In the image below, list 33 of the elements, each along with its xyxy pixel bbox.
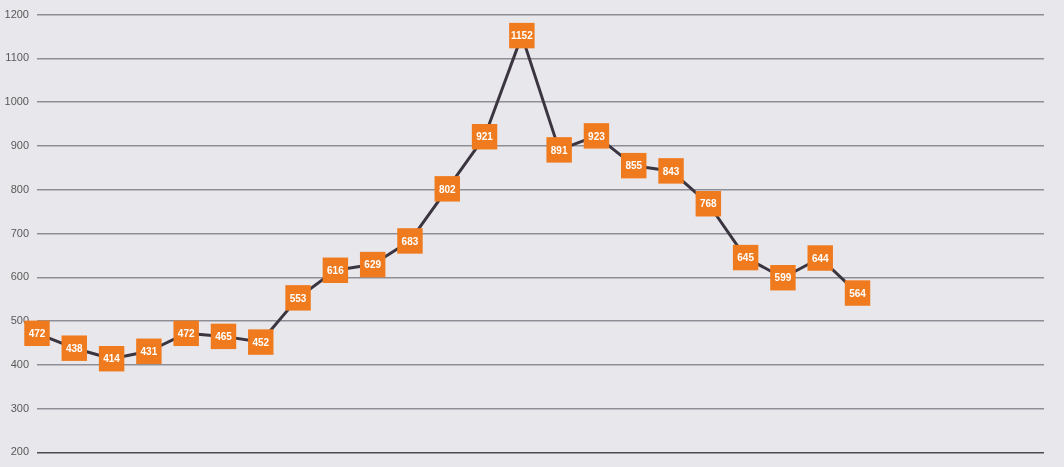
data-label: 802 — [438, 183, 457, 195]
data-label: 645 — [737, 252, 755, 264]
y-tick-label: 400 — [10, 357, 29, 370]
y-tick-label: 900 — [10, 138, 29, 151]
data-label: 683 — [401, 235, 419, 247]
data-label: 472 — [177, 328, 195, 340]
data-label: 472 — [28, 328, 46, 340]
data-label: 452 — [252, 336, 270, 348]
data-label: 465 — [215, 331, 233, 343]
y-tick-label: 700 — [10, 226, 29, 239]
data-label: 923 — [588, 130, 606, 142]
data-label: 644 — [811, 252, 829, 264]
data-label: 553 — [289, 292, 307, 304]
data-label: 891 — [550, 144, 568, 156]
data-label: 431 — [140, 346, 158, 358]
y-tick-label: 1100 — [5, 51, 29, 64]
data-label: 1152 — [511, 30, 534, 42]
y-tick-label: 600 — [10, 270, 29, 283]
data-label: 921 — [476, 131, 494, 143]
data-label: 616 — [327, 265, 345, 277]
data-label: 564 — [849, 287, 867, 299]
data-label: 855 — [625, 160, 643, 172]
data-label: 438 — [65, 342, 84, 354]
y-tick-label: 300 — [10, 401, 29, 414]
y-tick-label: 800 — [10, 182, 29, 195]
y-tick-label: 1000 — [4, 95, 29, 108]
data-label: 599 — [774, 272, 792, 284]
data-label: 629 — [364, 259, 382, 271]
data-label: 843 — [662, 165, 680, 177]
data-label: 414 — [103, 353, 121, 365]
y-tick-label: 200 — [10, 445, 29, 458]
y-tick-label: 1200 — [4, 7, 29, 20]
data-label: 768 — [699, 198, 718, 210]
